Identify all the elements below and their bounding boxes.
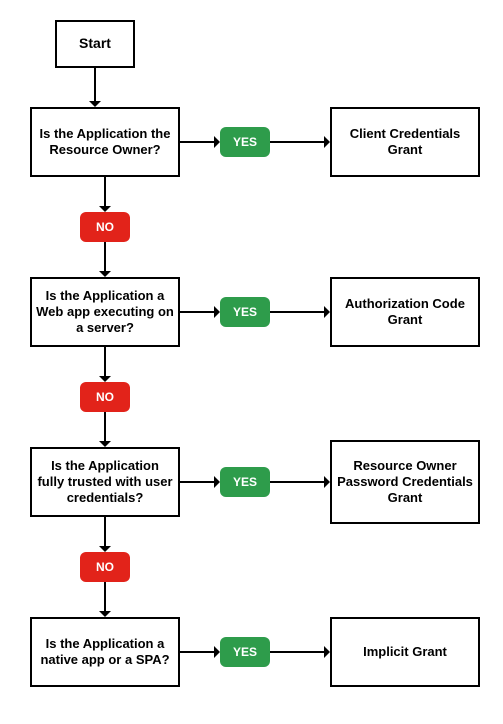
edge-vertical [94,68,96,101]
result-r2-text: Authorization Code Grant [336,296,474,329]
result-r4-text: Implicit Grant [363,644,447,660]
no-label-1: NO [96,220,114,235]
decision-q4-text: Is the Application a native app or a SPA… [36,636,174,669]
yes-pill-4: YES [220,637,270,667]
yes-label-4: YES [233,645,257,660]
arrow-down-icon [99,271,111,277]
decision-q2: Is the Application a Web app executing o… [30,277,180,347]
arrow-down-icon [99,546,111,552]
arrow-down-icon [99,206,111,212]
arrow-down-icon [99,441,111,447]
edge-horizontal [180,141,214,143]
arrow-right-icon [214,476,220,488]
arrow-down-icon [99,376,111,382]
result-r1-text: Client Credentials Grant [336,126,474,159]
edge-horizontal [180,481,214,483]
decision-q4: Is the Application a native app or a SPA… [30,617,180,687]
edge-vertical [104,242,106,271]
yes-label-2: YES [233,305,257,320]
no-pill-1: NO [80,212,130,242]
decision-q1: Is the Application the Resource Owner? [30,107,180,177]
arrow-right-icon [324,136,330,148]
edge-vertical [104,517,106,546]
edge-vertical [104,582,106,611]
yes-label-1: YES [233,135,257,150]
edge-horizontal [270,141,324,143]
no-label-3: NO [96,560,114,575]
yes-pill-2: YES [220,297,270,327]
yes-label-3: YES [233,475,257,490]
edge-horizontal [270,481,324,483]
edge-horizontal [270,651,324,653]
flowchart-canvas: Start Is the Application the Resource Ow… [0,0,503,724]
result-r2: Authorization Code Grant [330,277,480,347]
edge-vertical [104,177,106,206]
edge-horizontal [270,311,324,313]
result-r1: Client Credentials Grant [330,107,480,177]
arrow-down-icon [99,611,111,617]
no-pill-3: NO [80,552,130,582]
arrow-down-icon [89,101,101,107]
arrow-right-icon [324,476,330,488]
edge-vertical [104,347,106,376]
edge-horizontal [180,651,214,653]
arrow-right-icon [214,306,220,318]
no-label-2: NO [96,390,114,405]
decision-q1-text: Is the Application the Resource Owner? [36,126,174,159]
start-node: Start [55,20,135,68]
decision-q3: Is the Application fully trusted with us… [30,447,180,517]
result-r4: Implicit Grant [330,617,480,687]
arrow-right-icon [324,306,330,318]
edge-horizontal [180,311,214,313]
yes-pill-1: YES [220,127,270,157]
decision-q2-text: Is the Application a Web app executing o… [36,288,174,337]
arrow-right-icon [324,646,330,658]
decision-q3-text: Is the Application fully trusted with us… [36,458,174,507]
arrow-right-icon [214,646,220,658]
result-r3-text: Resource Owner Password Credentials Gran… [336,458,474,507]
start-label: Start [79,35,111,53]
yes-pill-3: YES [220,467,270,497]
no-pill-2: NO [80,382,130,412]
edge-vertical [104,412,106,441]
result-r3: Resource Owner Password Credentials Gran… [330,440,480,524]
arrow-right-icon [214,136,220,148]
